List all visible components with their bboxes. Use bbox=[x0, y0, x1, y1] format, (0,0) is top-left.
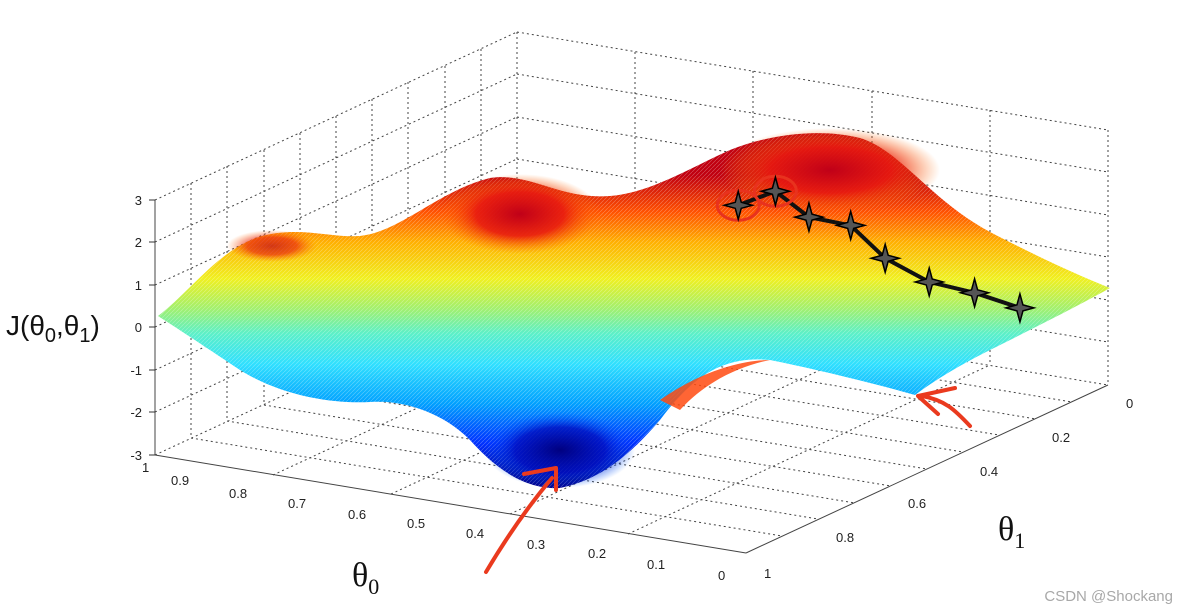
z-tick-label: 2 bbox=[135, 235, 142, 250]
y-tick-label: 0 bbox=[1126, 396, 1133, 411]
arrow-global-min bbox=[484, 476, 554, 574]
x-tick-label: 0.5 bbox=[407, 516, 425, 531]
z-tick-label: -2 bbox=[130, 405, 142, 420]
z-tick-label: 0 bbox=[135, 320, 142, 335]
descent-step-marker bbox=[721, 188, 756, 223]
descent-step-marker bbox=[792, 200, 826, 234]
surface-peak-small bbox=[227, 230, 317, 262]
y-tick-label: 0.4 bbox=[980, 464, 998, 479]
watermark: CSDN @Shockang bbox=[1044, 588, 1173, 605]
z-tick-label: -3 bbox=[130, 448, 142, 463]
x-axis-label: θ0 bbox=[352, 557, 379, 599]
y-axis-label: θ1 bbox=[998, 511, 1025, 553]
z-tick-label: 1 bbox=[135, 278, 142, 293]
x-tick-label: 0.7 bbox=[288, 496, 306, 511]
descent-step-marker bbox=[868, 241, 903, 276]
x-tick-label: 0.8 bbox=[229, 486, 247, 501]
descent-step-marker bbox=[833, 208, 868, 243]
x-tick-label: 0.3 bbox=[527, 537, 545, 552]
x-tick-label: 1 bbox=[142, 460, 149, 475]
descent-step-marker bbox=[1003, 291, 1037, 325]
descent-step-marker bbox=[957, 275, 992, 310]
annotation-arrows bbox=[484, 386, 972, 574]
z-axis: 3 2 1 0 -1 -2 -3 bbox=[130, 193, 155, 463]
x-tick-label: 0.2 bbox=[588, 546, 606, 561]
x-axis: 1 0.9 0.8 0.7 0.6 0.5 0.4 0.3 0.2 0.1 0 bbox=[142, 460, 725, 583]
descent-path bbox=[715, 174, 1037, 325]
arrow-global-min-head bbox=[522, 466, 558, 492]
x-tick-label: 0.4 bbox=[466, 526, 484, 541]
surface-peak-left bbox=[440, 174, 600, 254]
arrow-local-min-head bbox=[916, 386, 957, 416]
surface-ridge-front bbox=[660, 360, 770, 410]
z-tick-label: 3 bbox=[135, 193, 142, 208]
x-tick-label: 0 bbox=[718, 568, 725, 583]
surface-valley bbox=[485, 412, 635, 488]
y-tick-label: 1 bbox=[764, 566, 771, 581]
x-tick-label: 0.9 bbox=[171, 473, 189, 488]
y-tick-label: 0.6 bbox=[908, 496, 926, 511]
arrow-local-min bbox=[920, 394, 972, 428]
descent-step-marker bbox=[912, 265, 947, 299]
y-axis: 0 0.2 0.4 0.6 0.8 1 bbox=[764, 396, 1133, 581]
x-tick-label: 0.6 bbox=[348, 507, 366, 522]
x-tick-label: 0.1 bbox=[647, 557, 665, 572]
surface-texture bbox=[158, 133, 1110, 489]
cost-surface bbox=[158, 128, 1110, 489]
z-tick-label: -1 bbox=[130, 363, 142, 378]
z-axis-label: J(θ0,θ1) bbox=[6, 310, 100, 347]
y-tick-label: 0.2 bbox=[1052, 430, 1070, 445]
descent-step-marker bbox=[758, 174, 793, 209]
y-tick-label: 0.8 bbox=[836, 530, 854, 545]
